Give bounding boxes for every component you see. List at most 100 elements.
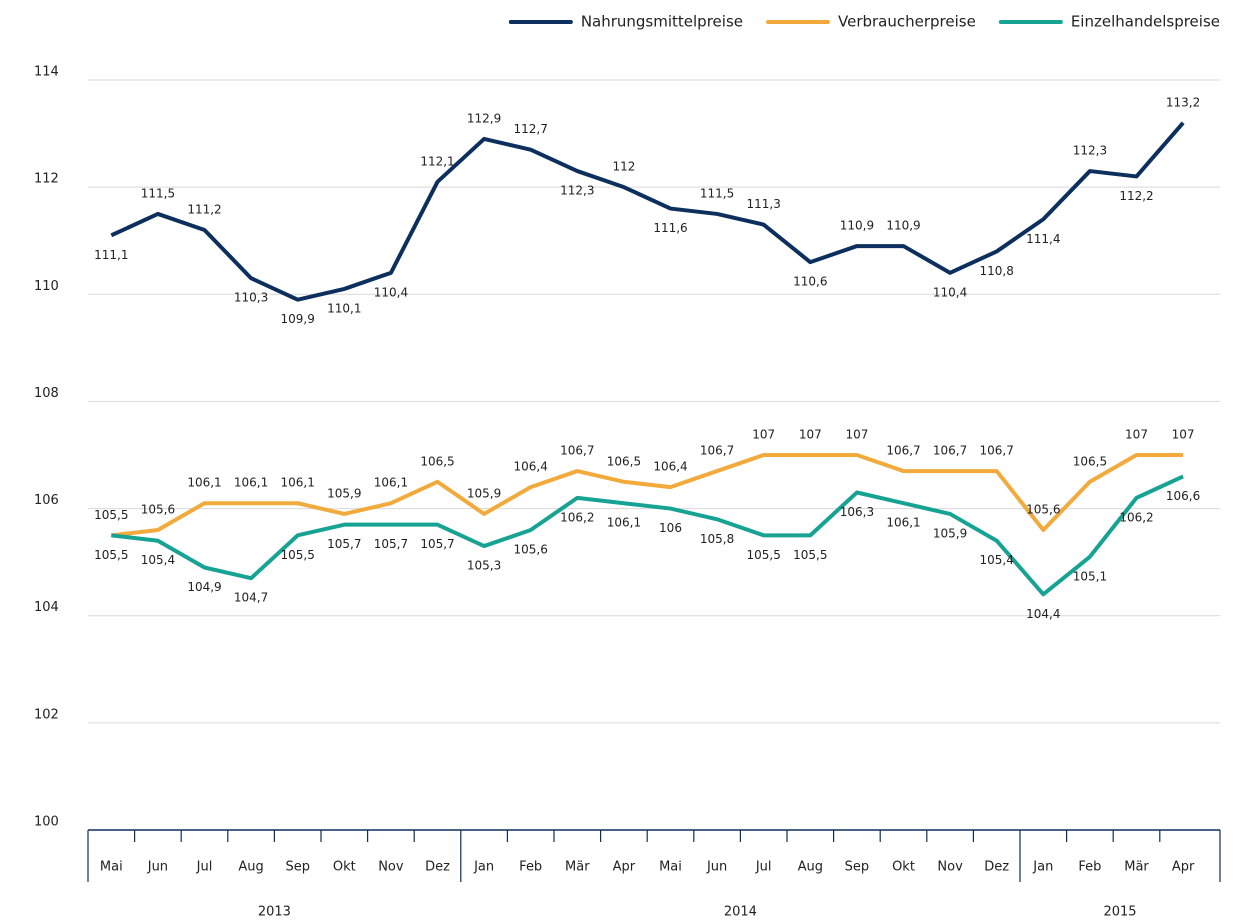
x-tick-label: Dez	[984, 860, 1009, 875]
data-label: 112,1	[420, 154, 454, 168]
x-tick-label: Apr	[613, 860, 636, 875]
data-label: 105,8	[700, 532, 734, 546]
data-label: 105,1	[1073, 569, 1107, 583]
y-tick-label: 106	[34, 493, 59, 508]
x-tick-label: Nov	[378, 860, 404, 875]
data-label: 110,9	[886, 219, 920, 233]
x-tick-label: Jul	[755, 860, 772, 875]
data-label: 106,7	[886, 444, 920, 458]
y-tick-label: 104	[34, 600, 59, 615]
data-label: 106,2	[1119, 510, 1153, 524]
y-tick-label: 112	[34, 172, 59, 187]
x-tick-label: Aug	[798, 860, 823, 875]
data-label: 110,8	[980, 264, 1014, 278]
data-label: 106,5	[1073, 454, 1107, 468]
data-label: 107	[752, 428, 775, 442]
x-tick-label: Sep	[285, 860, 310, 875]
data-label: 105,3	[467, 559, 501, 573]
data-label: 106,1	[187, 476, 221, 490]
data-label: 106,5	[607, 454, 641, 468]
data-label: 105,5	[747, 548, 781, 562]
data-label: 104,9	[187, 580, 221, 594]
series-line	[111, 453, 1184, 538]
data-label: 105,7	[327, 537, 361, 551]
data-label: 106,7	[560, 444, 594, 458]
data-label: 106,1	[886, 516, 920, 530]
x-tick-label: Apr	[1172, 860, 1195, 875]
data-label: 106,5	[420, 454, 454, 468]
data-label: 107	[1125, 428, 1148, 442]
x-tick-label: Sep	[845, 860, 870, 875]
data-label: 106,7	[700, 444, 734, 458]
x-tick-label: Mai	[659, 860, 682, 875]
x-tick-label: Jun	[147, 860, 168, 875]
data-label: 105,9	[933, 526, 967, 540]
series-line	[111, 474, 1184, 597]
data-label: 105,4	[141, 553, 175, 567]
x-tick-label: Mai	[100, 860, 123, 875]
y-tick-label: 102	[34, 707, 59, 722]
data-label: 111,6	[653, 221, 687, 235]
x-tick-label: Okt	[333, 860, 356, 875]
data-label: 112,9	[467, 111, 501, 125]
data-label: 112,3	[560, 184, 594, 198]
data-label: 105,5	[94, 548, 128, 562]
data-label: 105,7	[420, 537, 454, 551]
x-tick-label: Jan	[473, 860, 494, 875]
data-label: 106,1	[374, 476, 408, 490]
y-tick-label: 100	[34, 815, 59, 830]
data-label: 113,2	[1166, 95, 1200, 109]
data-label: 107	[799, 428, 822, 442]
data-label: 112,3	[1073, 144, 1107, 158]
data-label: 110,3	[234, 291, 268, 305]
data-label: 106,1	[281, 476, 315, 490]
legend-label: Nahrungsmittelpreise	[581, 13, 743, 31]
data-label: 106,4	[653, 460, 687, 474]
x-tick-label: Jun	[706, 860, 727, 875]
data-label: 110,4	[933, 285, 967, 299]
data-label: 106,7	[980, 444, 1014, 458]
x-tick-label: Mär	[1124, 860, 1149, 875]
data-label: 106,2	[560, 510, 594, 524]
data-label: 104,7	[234, 591, 268, 605]
y-tick-label: 114	[34, 65, 59, 80]
legend-label: Verbraucherpreise	[838, 13, 976, 31]
data-label: 105,5	[793, 548, 827, 562]
data-label: 106,3	[840, 505, 874, 519]
data-label: 105,5	[94, 508, 128, 522]
data-label: 111,1	[94, 248, 128, 262]
data-label: 110,6	[793, 275, 827, 289]
x-tick-label: Dez	[425, 860, 450, 875]
group-label: 2015	[1103, 905, 1136, 920]
x-tick-label: Jan	[1032, 860, 1053, 875]
group-label: 2014	[724, 905, 757, 920]
data-label: 111,3	[747, 197, 781, 211]
data-label: 110,9	[840, 219, 874, 233]
data-label: 112,7	[514, 122, 548, 136]
data-label: 111,5	[141, 186, 175, 200]
x-tick-label: Jul	[196, 860, 213, 875]
data-label: 106,1	[234, 476, 268, 490]
data-label: 105,4	[980, 553, 1014, 567]
data-label: 105,6	[1026, 503, 1060, 517]
x-tick-label: Feb	[519, 860, 542, 875]
data-label: 110,1	[327, 301, 361, 315]
data-label: 111,2	[187, 203, 221, 217]
data-label: 106,1	[607, 516, 641, 530]
x-tick-label: Aug	[238, 860, 263, 875]
data-label: 106,4	[514, 460, 548, 474]
data-label: 107	[1172, 428, 1195, 442]
x-tick-label: Nov	[937, 860, 963, 875]
data-label: 106,6	[1166, 489, 1200, 503]
data-label: 110,4	[374, 285, 408, 299]
x-tick-label: Okt	[892, 860, 915, 875]
data-label: 105,6	[141, 503, 175, 517]
data-label: 112	[612, 160, 635, 174]
x-tick-label: Feb	[1078, 860, 1101, 875]
series-line	[110, 121, 1185, 302]
data-label: 107	[845, 428, 868, 442]
data-label: 105,7	[374, 537, 408, 551]
data-label: 105,9	[327, 486, 361, 500]
data-label: 105,9	[467, 486, 501, 500]
